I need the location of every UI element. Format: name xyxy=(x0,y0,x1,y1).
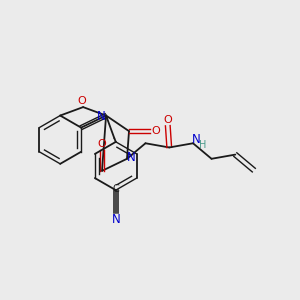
Text: O: O xyxy=(98,140,106,149)
Text: N: N xyxy=(97,110,106,123)
Text: O: O xyxy=(164,115,172,125)
Text: O: O xyxy=(152,126,160,136)
Text: H: H xyxy=(200,140,207,150)
Text: C: C xyxy=(112,184,119,194)
Text: N: N xyxy=(192,133,201,146)
Text: N: N xyxy=(127,151,136,164)
Text: N: N xyxy=(111,213,120,226)
Text: O: O xyxy=(78,96,87,106)
